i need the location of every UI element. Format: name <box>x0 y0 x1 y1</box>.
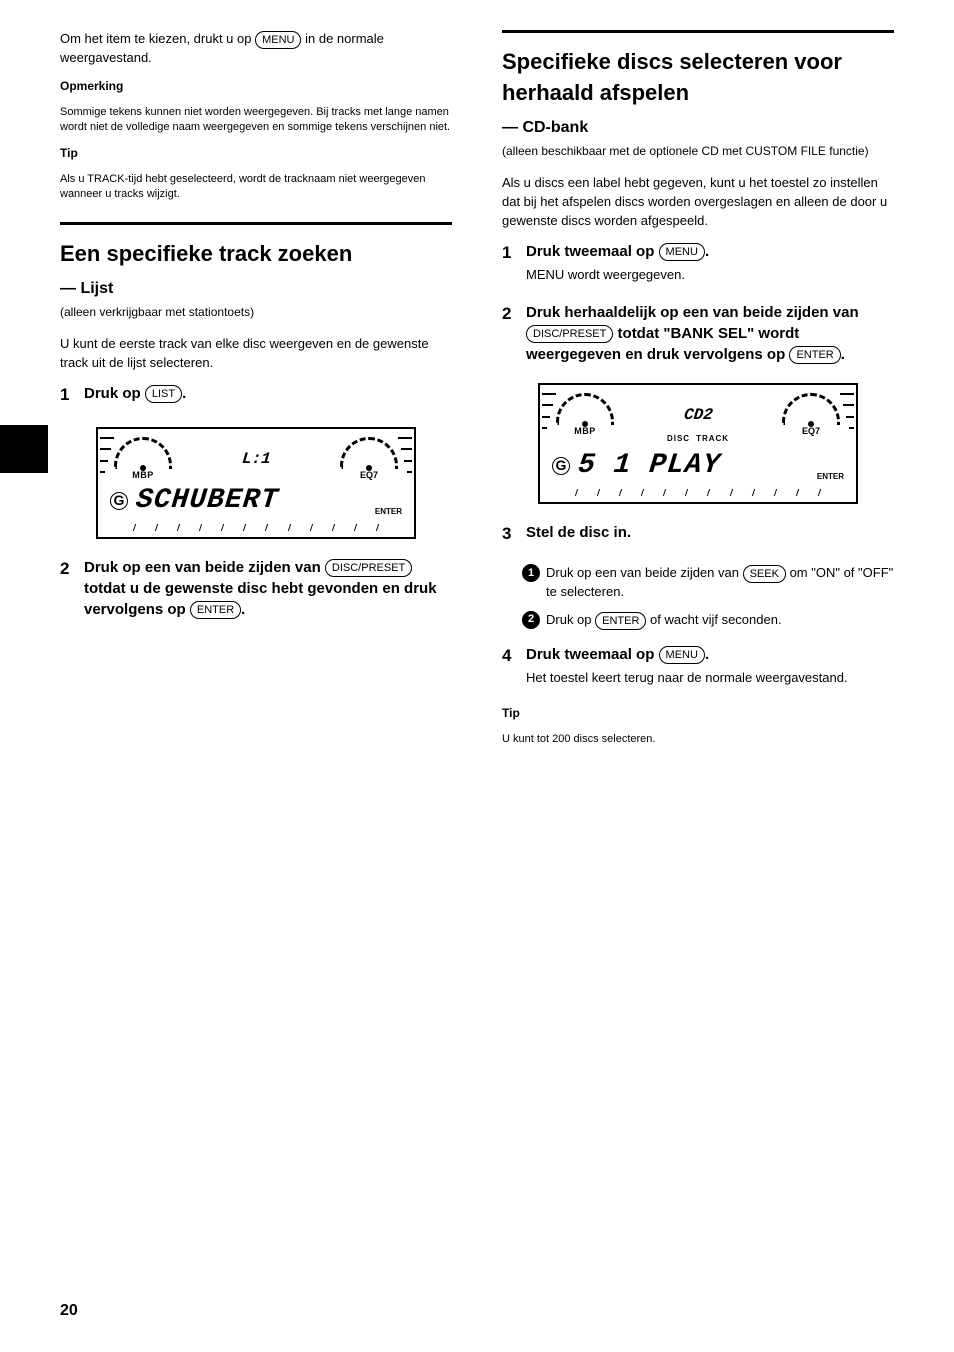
circle-number-icon: 1 <box>522 564 540 582</box>
list-button: LIST <box>145 385 182 403</box>
tip-heading: Tip <box>60 145 452 162</box>
substep-1: 1 Druk op een van beide zijden van SEEK … <box>502 564 894 601</box>
lcd-mid-text: L:1 <box>240 448 271 470</box>
menu-button: MENU <box>659 646 705 664</box>
section-body: Als u discs een label hebt gegeven, kunt… <box>502 174 894 231</box>
spectrum-arc-icon <box>340 437 398 469</box>
section-divider <box>502 30 894 33</box>
menu-button: MENU <box>255 31 301 49</box>
disc-icon: G <box>110 492 128 510</box>
section-body: U kunt de eerste track van elke disc wee… <box>60 335 452 373</box>
tip-body: Als u TRACK-tijd hebt geselecteerd, word… <box>60 172 452 202</box>
disc-icon: G <box>552 457 570 475</box>
step-4-after: Het toestel keert terug naar de normale … <box>526 669 894 687</box>
right-column: Specifieke discs selecteren voor herhaal… <box>502 30 894 757</box>
step-2: 2 Druk herhaaldelijk op een van beide zi… <box>502 302 894 365</box>
tip-body: U kunt tot 200 discs selecteren. <box>502 732 894 747</box>
lcd-display-play: MBP CD2 EQ7 DISC TRACK G 5 1 PLAY <box>538 383 858 504</box>
note-heading: Opmerking <box>60 78 452 95</box>
tip-heading: Tip <box>502 705 894 722</box>
section-subtitle: — CD-bank <box>502 117 894 139</box>
track-label: TRACK <box>696 433 729 444</box>
circle-number-icon: 2 <box>522 611 540 629</box>
availability-note: (alleen beschikbaar met de optionele CD … <box>502 143 894 160</box>
disc-preset-button: DISC/PRESET <box>325 559 412 577</box>
section-title: Specifieke discs selecteren voor herhaal… <box>502 47 894 109</box>
section-title: Een specifieke track zoeken <box>60 239 452 270</box>
section-subtitle: — Lijst <box>60 278 452 300</box>
step-1-after: MENU wordt weergegeven. <box>526 266 894 284</box>
disc-preset-button: DISC/PRESET <box>526 325 613 343</box>
lcd-main-text: SCHUBERT <box>134 481 369 520</box>
menu-button: MENU <box>659 243 705 261</box>
substep-2: 2 Druk op ENTER of wacht vijf seconden. <box>502 611 894 630</box>
left-column: Om het item te kiezen, drukt u op MENU i… <box>60 30 452 757</box>
lcd-scale <box>110 524 402 531</box>
step-1: 1 Druk tweemaal op MENU. MENU wordt weer… <box>502 241 894 284</box>
intro-line: Om het item te kiezen, drukt u op MENU i… <box>60 30 452 68</box>
lcd-main-text: 5 1 PLAY <box>576 446 811 485</box>
note-body: Sommige tekens kunnen niet worden weerge… <box>60 105 452 135</box>
step-1: 1 Druk op LIST. <box>60 383 452 407</box>
lcd-display-schubert: MBP L:1 EQ7 G SCHUBERT ENTER <box>96 427 416 539</box>
spectrum-arc-icon <box>114 437 172 469</box>
lcd-enter-label: ENTER <box>375 506 402 517</box>
lcd-enter-label: ENTER <box>817 471 844 482</box>
lcd-top-mid: CD2 <box>682 404 713 426</box>
page-number: 20 <box>60 1300 78 1322</box>
spectrum-arc-icon <box>556 393 614 425</box>
spectrum-arc-icon <box>782 393 840 425</box>
step-2: 2 Druk op een van beide zijden van DISC/… <box>60 557 452 620</box>
step-3: 3 Stel de disc in. <box>502 522 894 546</box>
enter-button: ENTER <box>595 612 646 630</box>
lcd-scale <box>552 489 844 496</box>
enter-button: ENTER <box>789 346 840 364</box>
disc-label: DISC <box>667 433 690 444</box>
enter-button: ENTER <box>190 601 241 619</box>
step-4: 4 Druk tweemaal op MENU. Het toestel kee… <box>502 644 894 687</box>
availability-note: (alleen verkrijgbaar met stationtoets) <box>60 304 452 321</box>
seek-button: SEEK <box>743 565 786 583</box>
section-divider <box>60 222 452 225</box>
